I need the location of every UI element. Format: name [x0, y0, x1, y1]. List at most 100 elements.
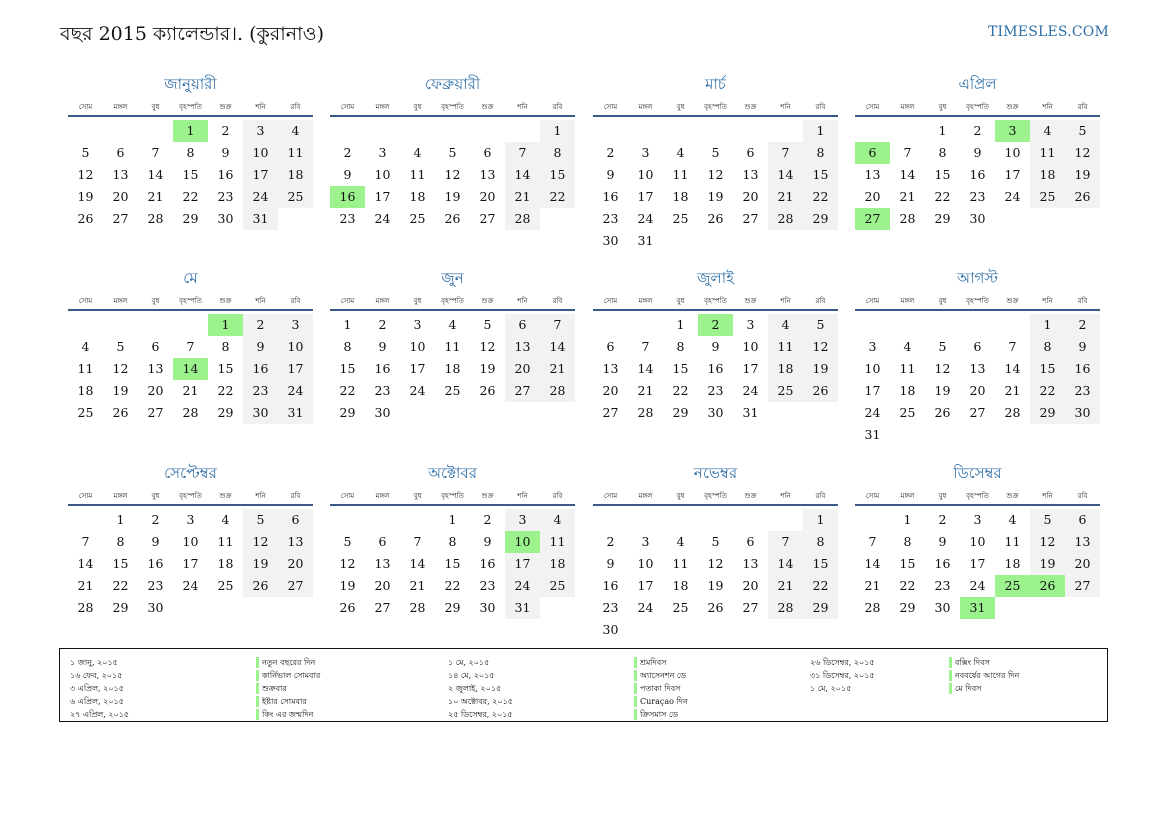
day-cell[interactable]: 17 — [637, 578, 654, 593]
day-cell[interactable]: 28 — [505, 208, 540, 230]
day-cell[interactable]: 7 — [505, 142, 540, 164]
day-cell[interactable]: 4 — [1030, 120, 1065, 142]
day-cell[interactable]: 2 — [606, 145, 615, 160]
day-cell[interactable]: 19 — [444, 189, 461, 204]
day-cell[interactable]: 7 — [641, 339, 650, 354]
day-cell[interactable]: 3 — [995, 120, 1030, 142]
day-cell[interactable]: 15 — [339, 361, 356, 376]
day-cell[interactable]: 12 — [243, 531, 278, 553]
day-cell[interactable]: 24 — [864, 405, 881, 420]
day-cell[interactable]: 3 — [505, 509, 540, 531]
day-cell[interactable]: 3 — [746, 317, 755, 332]
day-cell[interactable]: 28 — [409, 600, 426, 615]
day-cell[interactable]: 23 — [243, 380, 278, 402]
day-cell[interactable]: 31 — [864, 427, 881, 442]
day-cell[interactable]: 29 — [803, 208, 838, 230]
day-cell[interactable]: 23 — [934, 578, 951, 593]
day-cell[interactable]: 1 — [208, 314, 243, 336]
day-cell[interactable]: 19 — [1030, 553, 1065, 575]
day-cell[interactable]: 3 — [378, 145, 387, 160]
day-cell[interactable]: 6 — [151, 339, 160, 354]
day-cell[interactable]: 23 — [602, 600, 619, 615]
day-cell[interactable]: 23 — [1065, 380, 1100, 402]
day-cell[interactable]: 20 — [969, 383, 986, 398]
day-cell[interactable]: 5 — [243, 509, 278, 531]
day-cell[interactable]: 6 — [278, 509, 313, 531]
day-cell[interactable]: 21 — [899, 189, 916, 204]
day-cell[interactable]: 20 — [864, 189, 881, 204]
day-cell[interactable]: 27 — [374, 600, 391, 615]
day-cell[interactable]: 21 — [1004, 383, 1021, 398]
day-cell[interactable]: 22 — [899, 578, 916, 593]
day-cell[interactable]: 5 — [938, 339, 947, 354]
day-cell[interactable]: 20 — [505, 358, 540, 380]
day-cell[interactable]: 4 — [676, 534, 685, 549]
day-cell[interactable]: 27 — [1065, 575, 1100, 597]
day-cell[interactable]: 23 — [479, 578, 496, 593]
day-cell[interactable]: 12 — [707, 556, 724, 571]
day-cell[interactable]: 23 — [147, 578, 164, 593]
day-cell[interactable]: 27 — [112, 211, 129, 226]
day-cell[interactable]: 18 — [899, 383, 916, 398]
day-cell[interactable]: 25 — [768, 380, 803, 402]
day-cell[interactable]: 24 — [637, 600, 654, 615]
day-cell[interactable]: 17 — [637, 189, 654, 204]
day-cell[interactable]: 2 — [606, 534, 615, 549]
day-cell[interactable]: 7 — [186, 339, 195, 354]
day-cell[interactable]: 4 — [540, 509, 575, 531]
day-cell[interactable]: 25 — [672, 600, 689, 615]
day-cell[interactable]: 4 — [903, 339, 912, 354]
day-cell[interactable]: 31 — [505, 597, 540, 619]
day-cell[interactable]: 14 — [768, 164, 803, 186]
day-cell[interactable]: 21 — [637, 383, 654, 398]
day-cell[interactable]: 14 — [1004, 361, 1021, 376]
day-cell[interactable]: 9 — [243, 336, 278, 358]
day-cell[interactable]: 26 — [339, 600, 356, 615]
day-cell[interactable]: 5 — [116, 339, 125, 354]
day-cell[interactable]: 25 — [409, 211, 426, 226]
day-cell[interactable]: 13 — [969, 361, 986, 376]
day-cell[interactable]: 12 — [339, 556, 356, 571]
day-cell[interactable]: 21 — [147, 189, 164, 204]
day-cell[interactable]: 3 — [278, 314, 313, 336]
day-cell[interactable]: 23 — [707, 383, 724, 398]
day-cell[interactable]: 21 — [77, 578, 94, 593]
day-cell[interactable]: 14 — [768, 553, 803, 575]
day-cell[interactable]: 26 — [479, 383, 496, 398]
day-cell[interactable]: 22 — [182, 189, 199, 204]
day-cell[interactable]: 17 — [742, 361, 759, 376]
day-cell[interactable]: 24 — [637, 211, 654, 226]
day-cell[interactable]: 16 — [479, 556, 496, 571]
day-cell[interactable]: 5 — [343, 534, 352, 549]
day-cell[interactable]: 15 — [803, 553, 838, 575]
day-cell[interactable]: 15 — [444, 556, 461, 571]
day-cell[interactable]: 27 — [742, 211, 759, 226]
day-cell[interactable]: 24 — [278, 380, 313, 402]
day-cell[interactable]: 13 — [1065, 531, 1100, 553]
day-cell[interactable]: 2 — [1065, 314, 1100, 336]
day-cell[interactable]: 22 — [803, 186, 838, 208]
day-cell[interactable]: 14 — [147, 167, 164, 182]
day-cell[interactable]: 1 — [173, 120, 208, 142]
day-cell[interactable]: 11 — [672, 167, 689, 182]
day-cell[interactable]: 8 — [540, 142, 575, 164]
day-cell[interactable]: 20 — [1065, 553, 1100, 575]
day-cell[interactable]: 22 — [540, 186, 575, 208]
day-cell[interactable]: 6 — [746, 145, 755, 160]
day-cell[interactable]: 27 — [479, 211, 496, 226]
day-cell[interactable]: 22 — [1030, 380, 1065, 402]
day-cell[interactable]: 22 — [217, 383, 234, 398]
day-cell[interactable]: 15 — [934, 167, 951, 182]
day-cell[interactable]: 29 — [803, 597, 838, 619]
day-cell[interactable]: 30 — [707, 405, 724, 420]
day-cell[interactable]: 2 — [938, 512, 947, 527]
day-cell[interactable]: 2 — [973, 123, 982, 138]
day-cell[interactable]: 1 — [1030, 314, 1065, 336]
day-cell[interactable]: 29 — [899, 600, 916, 615]
day-cell[interactable]: 8 — [186, 145, 195, 160]
day-cell[interactable]: 13 — [147, 361, 164, 376]
day-cell[interactable]: 13 — [864, 167, 881, 182]
day-cell[interactable]: 9 — [606, 556, 615, 571]
day-cell[interactable]: 23 — [969, 189, 986, 204]
day-cell[interactable]: 12 — [1030, 531, 1065, 553]
